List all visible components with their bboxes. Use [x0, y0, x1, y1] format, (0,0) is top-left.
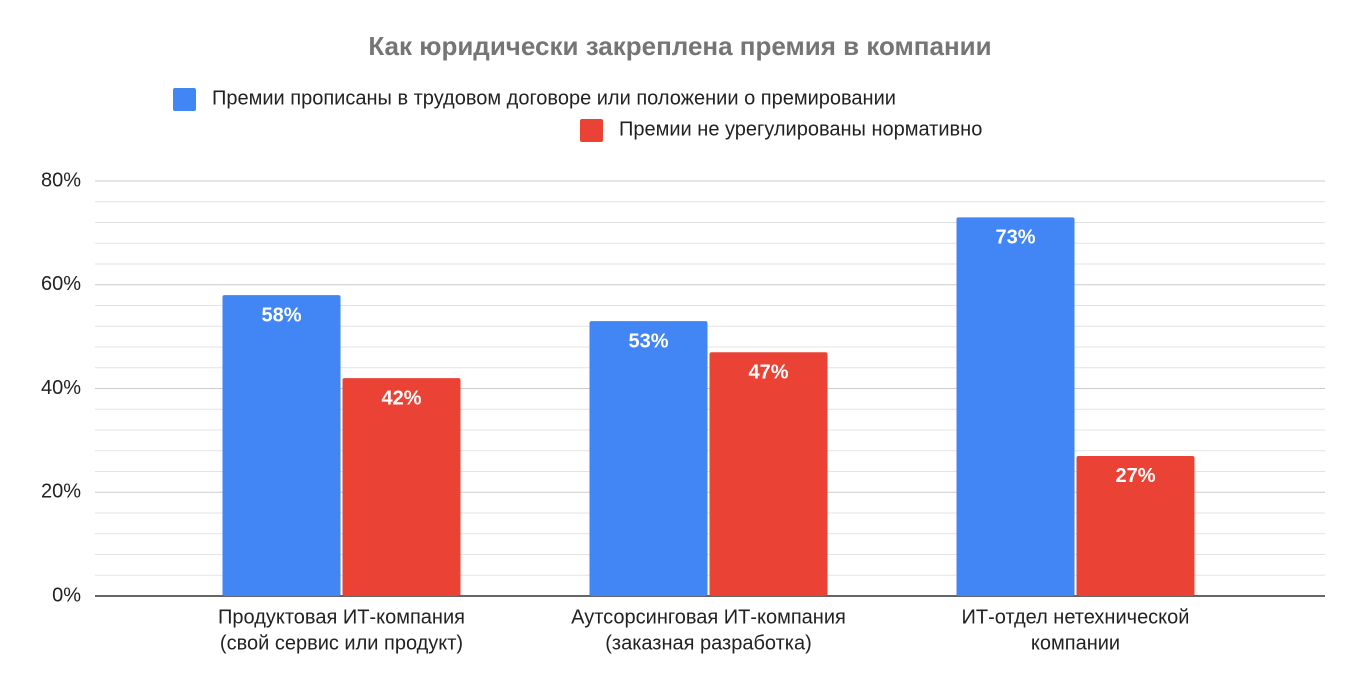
x-tick-label: компании	[1031, 632, 1120, 654]
legend-label: Премии не урегулированы нормативно	[619, 118, 982, 140]
bar	[1076, 455, 1195, 596]
y-tick-label: 20%	[41, 481, 81, 503]
x-tick-label: ИТ-отдел нетехнической	[962, 606, 1190, 628]
y-tick-label: 0%	[52, 584, 81, 606]
bar	[222, 295, 341, 596]
bar	[589, 321, 708, 596]
x-tick-label: Аутсорсинговая ИТ-компания	[571, 606, 846, 628]
value-label: 73%	[995, 227, 1035, 249]
value-label: 27%	[1115, 465, 1155, 487]
y-tick-label: 40%	[41, 377, 81, 399]
y-tick-label: 60%	[41, 273, 81, 295]
legend-label: Премии прописаны в трудовом договоре или…	[212, 87, 896, 109]
y-tick-label: 80%	[41, 169, 81, 191]
bar	[709, 352, 828, 596]
x-tick-label: (свой сервис или продукт)	[220, 632, 463, 654]
chart-title: Как юридически закреплена премия в компа…	[368, 31, 991, 61]
bar	[342, 378, 461, 596]
value-label: 47%	[748, 361, 788, 383]
legend-swatch	[173, 88, 196, 111]
legend-swatch	[580, 119, 603, 142]
value-label: 53%	[628, 330, 668, 352]
x-tick-label: (заказная разработка)	[605, 632, 811, 654]
bar	[956, 217, 1075, 596]
value-label: 58%	[261, 304, 301, 326]
value-label: 42%	[381, 387, 421, 409]
x-tick-label: Продуктовая ИТ-компания	[218, 606, 465, 628]
